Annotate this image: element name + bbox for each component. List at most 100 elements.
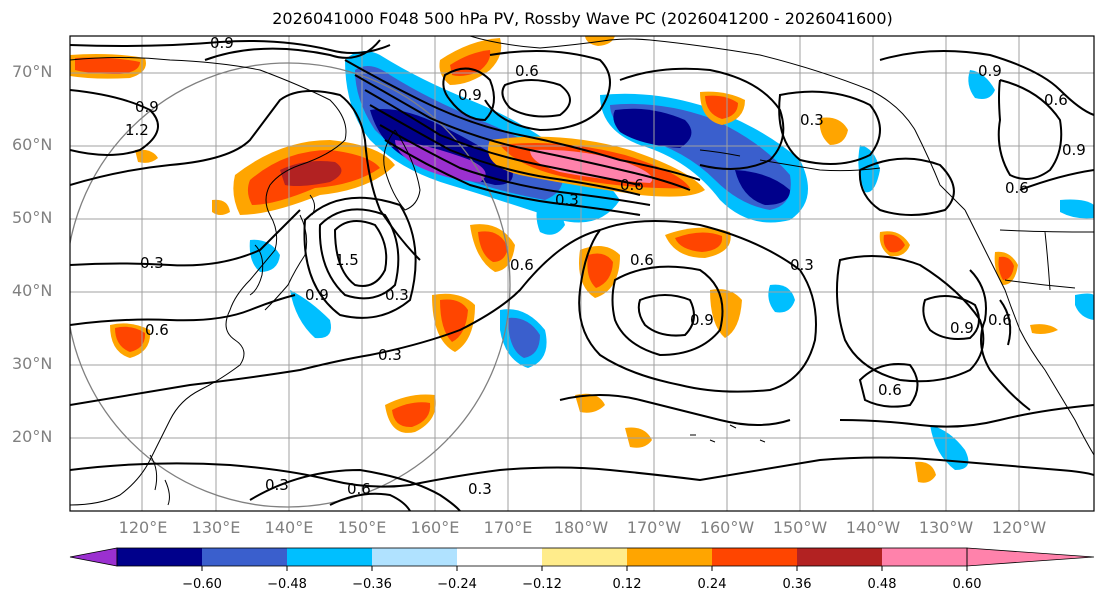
longitude-label: 150°E [337,518,387,537]
colorbar-segment [882,548,967,566]
pv-contour-line [70,229,601,406]
contour-label: 0.9 [978,62,1002,80]
longitude-label: 140°W [845,518,901,537]
positive-anomaly-region [819,117,848,145]
coastline-philippines [149,454,170,506]
positive-anomaly-region [587,253,613,288]
positive-anomaly-region [115,326,146,352]
positive-anomaly-region [575,393,605,413]
negative-anomaly-region [768,284,795,313]
latitude-label: 20°N [12,427,53,446]
pv-contour-line [379,124,651,206]
contour-label: 0.3 [555,191,579,209]
latitude-label: 30°N [12,354,53,373]
hawaii-islands [690,424,766,443]
contour-label: 0.6 [878,381,902,399]
contour-label: 0.6 [515,62,539,80]
pv-contour-line [559,394,791,426]
coastline-siberia-north [469,36,651,49]
negative-anomaly-region [1060,199,1094,219]
graticule [70,36,1094,511]
contour-label: 0.6 [630,251,654,269]
pv-contour-line [578,220,817,393]
contour-label: 0.9 [305,286,329,304]
colorbar-tick-label: 0.48 [867,577,897,592]
coastlines [70,36,1094,506]
contour-label: 1.5 [335,251,359,269]
colorbar-tick-label: 0.24 [697,577,727,592]
latitude-label: 50°N [12,208,53,227]
pv-contour-line [484,50,611,132]
colorbar-tick-label: −0.60 [182,577,222,592]
pv-contour-line [858,157,955,216]
contour-label: 0.3 [790,256,814,274]
pv-contour-line [318,208,400,300]
longitude-label: 170°E [483,518,533,537]
longitude-label: 120°E [118,518,168,537]
negative-anomaly-region [508,317,540,358]
pv-contour-line [999,299,1012,346]
contour-label: 0.9 [458,86,482,104]
pv-contour-line [303,196,417,319]
chart-title: 2026041000 F048 500 hPa PV, Rossby Wave … [272,9,893,28]
colorbar [69,547,1095,571]
pv-contours [70,39,1094,511]
positive-anomaly-region [705,95,738,119]
colorbar-segment [797,548,882,566]
pv-contour-line [333,220,388,287]
contour-label: 0.6 [988,311,1012,329]
contour-label: 1.2 [125,121,149,139]
contour-label: 0.6 [347,480,371,498]
contour-label: 0.6 [1044,91,1068,109]
colorbar-segment [712,548,797,566]
colorbar-left-extend [69,547,118,567]
contour-label: 0.9 [135,98,159,116]
colorbar-segment [372,548,457,566]
latitude-label: 60°N [12,135,53,154]
positive-anomaly-region [883,234,905,253]
latitude-label: 70°N [12,62,53,81]
coastline-alaska [649,39,966,211]
pv-contour-line [344,59,701,181]
positive-anomaly-region [1030,324,1058,334]
negative-anomaly-region [930,425,969,470]
colorbar-segment [202,548,287,566]
colorbar-segment [287,548,372,566]
longitude-label: 150°W [772,518,828,537]
pv-contour-line [879,50,1094,116]
contour-label-group: 0.9 0.6 0.9 0.3 0.6 0.3 0.3 0.6 0.9 0.3 … [125,34,1086,498]
coastline-north-america [964,209,1094,456]
pv-contour-line [70,294,296,326]
colorbar-segment [117,548,202,566]
map-frame [69,35,1095,512]
contour-label: 0.9 [690,311,714,329]
pv-contour-line [70,209,301,267]
longitude-label: 130°E [191,518,241,537]
contour-label: 0.9 [1062,141,1086,159]
latitude-label: 40°N [12,281,53,300]
contour-label: 0.6 [145,321,169,339]
pv-contour-line [1019,169,1094,191]
pv-contour-line [70,89,159,156]
colorbar-tick-label: −0.24 [437,577,477,592]
negative-anomaly-region [613,108,692,148]
contour-label: 0.3 [385,286,409,304]
contour-label: 0.6 [1005,179,1029,197]
pv-contour-line [70,456,1094,488]
longitude-label: 120°W [991,518,1047,537]
contour-label: 0.3 [800,111,824,129]
pv-contour-line [611,265,724,357]
contour-label: 0.6 [620,176,644,194]
positive-anomaly-region [998,256,1014,280]
positive-anomaly-region [440,299,468,342]
pv-contour-line [619,67,785,170]
reference-circle [70,62,511,508]
border-us-canada [999,229,1094,291]
longitude-label: 130°W [918,518,974,537]
contour-label: 0.3 [378,346,402,364]
pv-contour-line [369,104,641,196]
pv-contour-line [70,90,421,261]
pv-contour-line [70,40,391,55]
coastline-korea [249,244,264,296]
